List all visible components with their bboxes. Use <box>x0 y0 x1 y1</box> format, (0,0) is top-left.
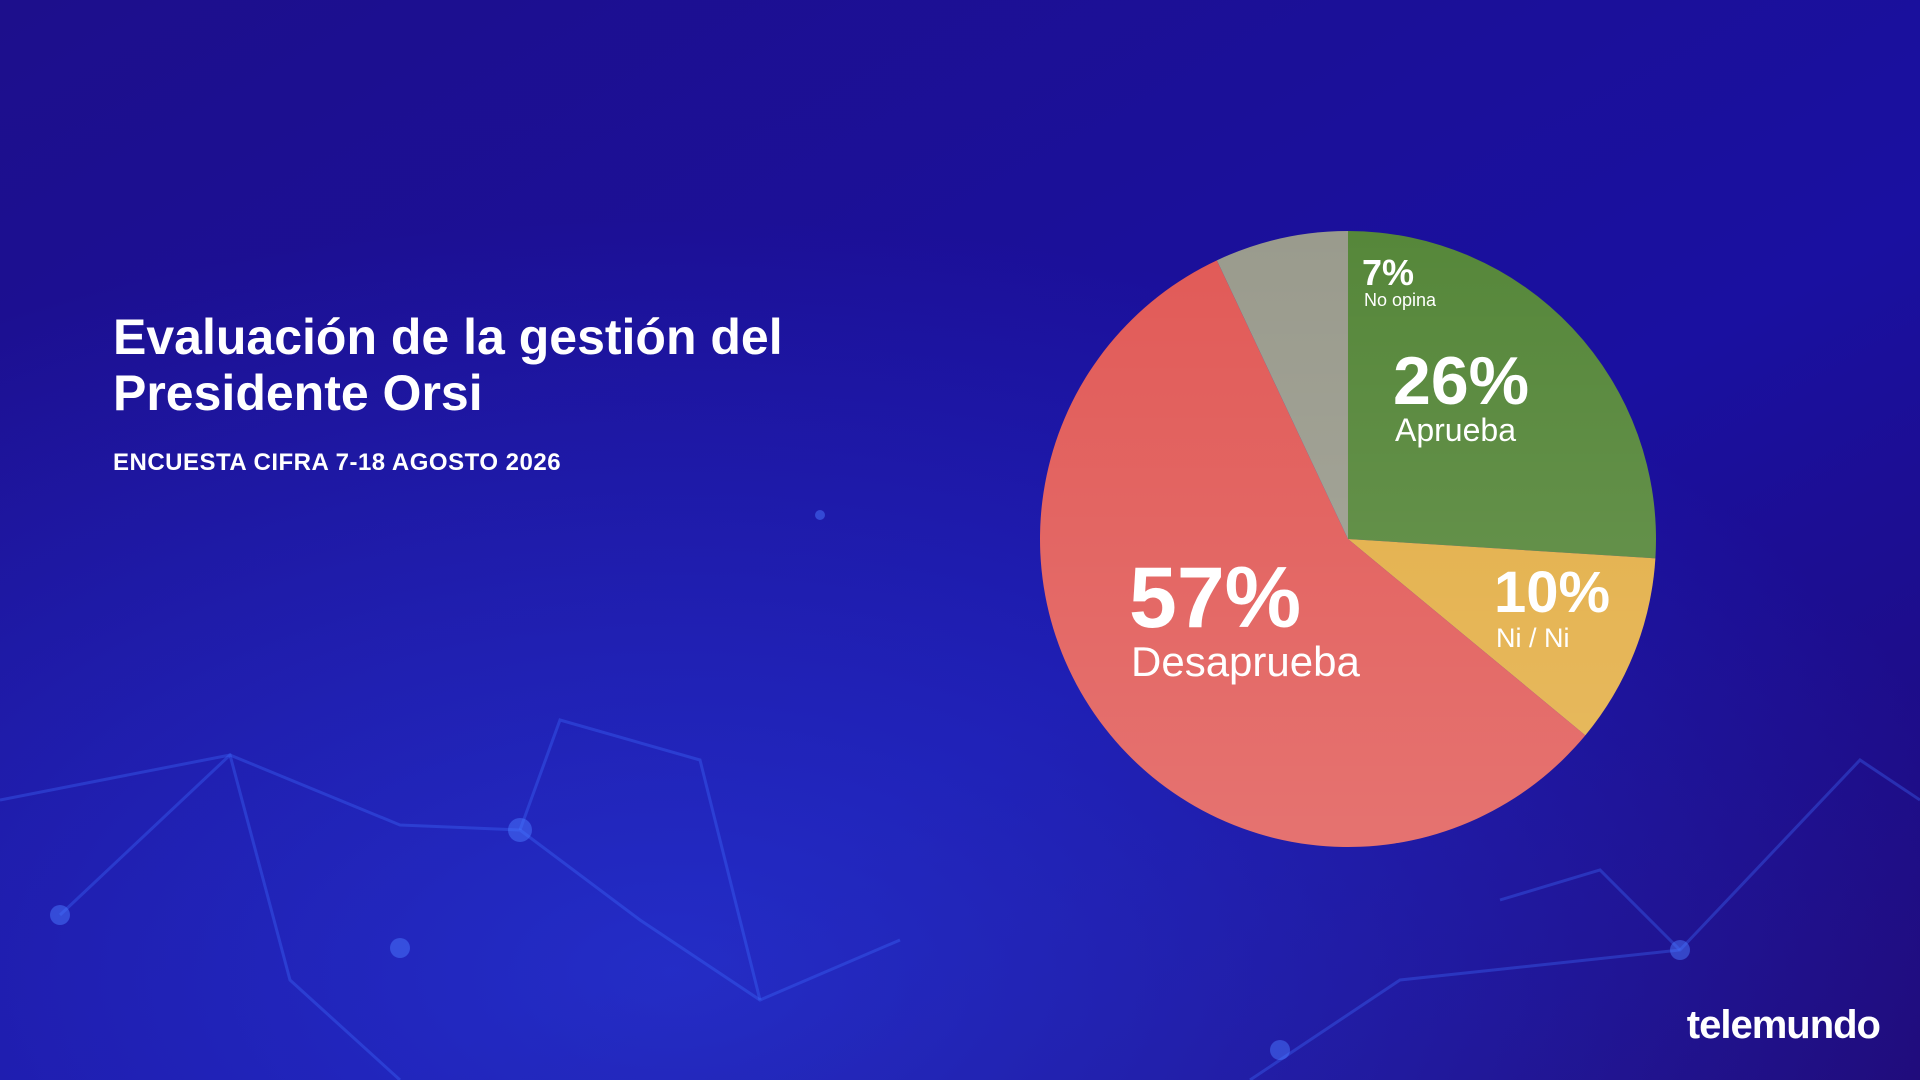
title-text: Evaluación de la gestión del <box>113 309 783 365</box>
value-label: 7% <box>1362 252 1414 293</box>
network-nodes <box>50 510 1690 1060</box>
value-label: 10% <box>1494 560 1610 625</box>
value-label: 57% <box>1129 550 1301 646</box>
value-label: 26% <box>1393 343 1529 419</box>
pie-shade <box>1040 231 1656 847</box>
slice-label: No opina <box>1364 290 1437 310</box>
slice-label: Ni / Ni <box>1496 623 1570 653</box>
title-text: Presidente Orsi <box>113 365 483 421</box>
brand-logo: telemundo <box>1687 1003 1880 1047</box>
slice-label: Desaprueba <box>1131 638 1360 685</box>
slice-label: Aprueba <box>1395 412 1516 448</box>
pie: 26%Aprueba 10%Ni / Ni 57%Desaprueba 7%No op… <box>1040 231 1656 847</box>
chart-subtitle: ENCUESTA CIFRA 7-18 AGOSTO 2026 <box>113 449 561 476</box>
chart-title: Evaluación de la gestión del Presidente O… <box>113 309 783 421</box>
